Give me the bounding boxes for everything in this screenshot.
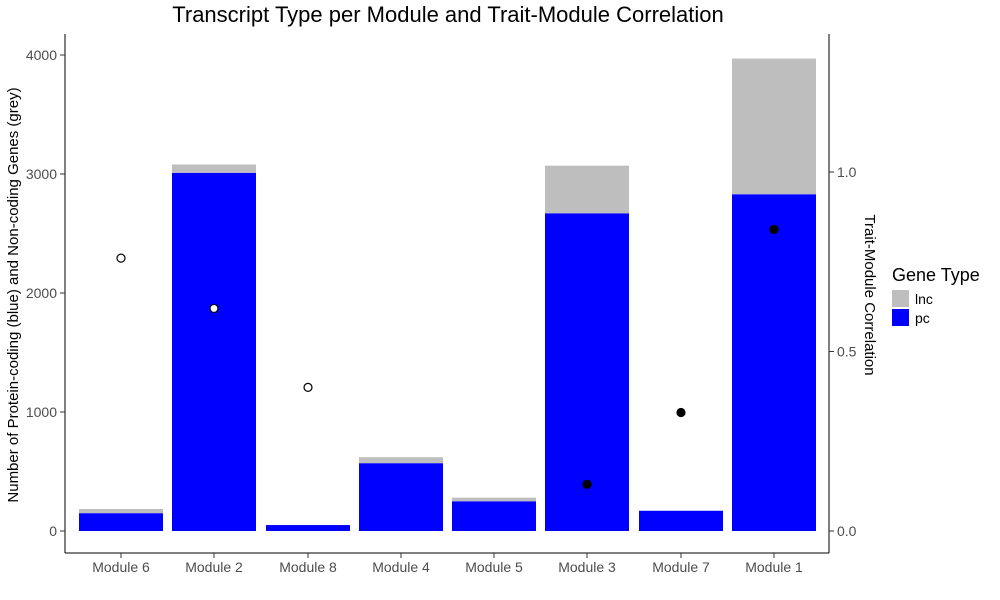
correlation-point-module-7 bbox=[676, 407, 686, 418]
bar-pc-module-5 bbox=[452, 501, 536, 531]
correlation-point-module-8 bbox=[303, 382, 313, 392]
correlation-point-module-2 bbox=[209, 303, 219, 314]
y-axis-title: Number of Protein-coding (blue) and Non-… bbox=[5, 87, 22, 502]
y2-axis-title: Trait-Module Correlation bbox=[861, 214, 878, 375]
x-tick-label: Module 2 bbox=[185, 559, 243, 575]
x-tick-label: Module 4 bbox=[372, 559, 430, 575]
legend-title: Gene Type bbox=[892, 265, 980, 285]
x-tick-label: Module 3 bbox=[558, 559, 616, 575]
correlation-points-layer bbox=[116, 224, 779, 489]
bar-lnc-module-3 bbox=[545, 165, 629, 214]
bar-lnc-module-2 bbox=[172, 164, 256, 173]
bar-lnc-module-4 bbox=[359, 457, 443, 464]
bar-pc-module-2 bbox=[172, 172, 256, 531]
bar-lnc-module-1 bbox=[732, 58, 816, 195]
y-tick-label: 0 bbox=[49, 523, 57, 539]
bar-pc-module-8 bbox=[266, 525, 350, 531]
legend-swatch-pc bbox=[892, 309, 909, 326]
y-tick-label: 3000 bbox=[26, 166, 57, 182]
correlation-point-module-3 bbox=[582, 479, 592, 489]
correlation-point-module-6 bbox=[116, 253, 126, 263]
bar-lnc-module-5 bbox=[452, 497, 536, 502]
y-tick-label: 4000 bbox=[26, 47, 57, 63]
x-tick-label: Module 5 bbox=[465, 559, 523, 575]
left-y-ticks: 0 1000 2000 3000 4000 bbox=[26, 47, 65, 539]
correlation-point-module-1 bbox=[769, 224, 779, 235]
bar-pc-module-4 bbox=[359, 463, 443, 531]
right-y-ticks: 0.0 0.5 1.0 bbox=[829, 164, 857, 539]
x-tick-label: Module 1 bbox=[745, 559, 803, 575]
x-ticks: Module 6 Module 2 Module 8 Module 4 Module 5… bbox=[92, 553, 803, 575]
x-tick-label: Module 8 bbox=[279, 559, 337, 575]
legend-label-pc: pc bbox=[915, 310, 930, 326]
y-tick-label: 2000 bbox=[26, 285, 57, 301]
chart-title: Transcript Type per Module and Trait-Mod… bbox=[172, 2, 723, 27]
bars-layer bbox=[79, 58, 816, 532]
y-tick-label: 1000 bbox=[26, 404, 57, 420]
bar-pc-module-7 bbox=[639, 510, 723, 531]
bar-pc-module-3 bbox=[545, 213, 629, 531]
legend-label-lnc: lnc bbox=[915, 291, 933, 307]
y2-tick-label: 0.0 bbox=[837, 523, 857, 539]
legend-swatch-lnc bbox=[892, 290, 909, 307]
legend: Gene Type lnc pc bbox=[892, 265, 980, 326]
bar-pc-module-1 bbox=[732, 194, 816, 532]
y2-tick-label: 0.5 bbox=[837, 344, 857, 360]
x-tick-label: Module 6 bbox=[92, 559, 150, 575]
bar-pc-module-6 bbox=[79, 513, 163, 531]
x-tick-label: Module 7 bbox=[652, 559, 710, 575]
bar-lnc-module-6 bbox=[79, 508, 163, 514]
y2-tick-label: 1.0 bbox=[837, 164, 857, 180]
